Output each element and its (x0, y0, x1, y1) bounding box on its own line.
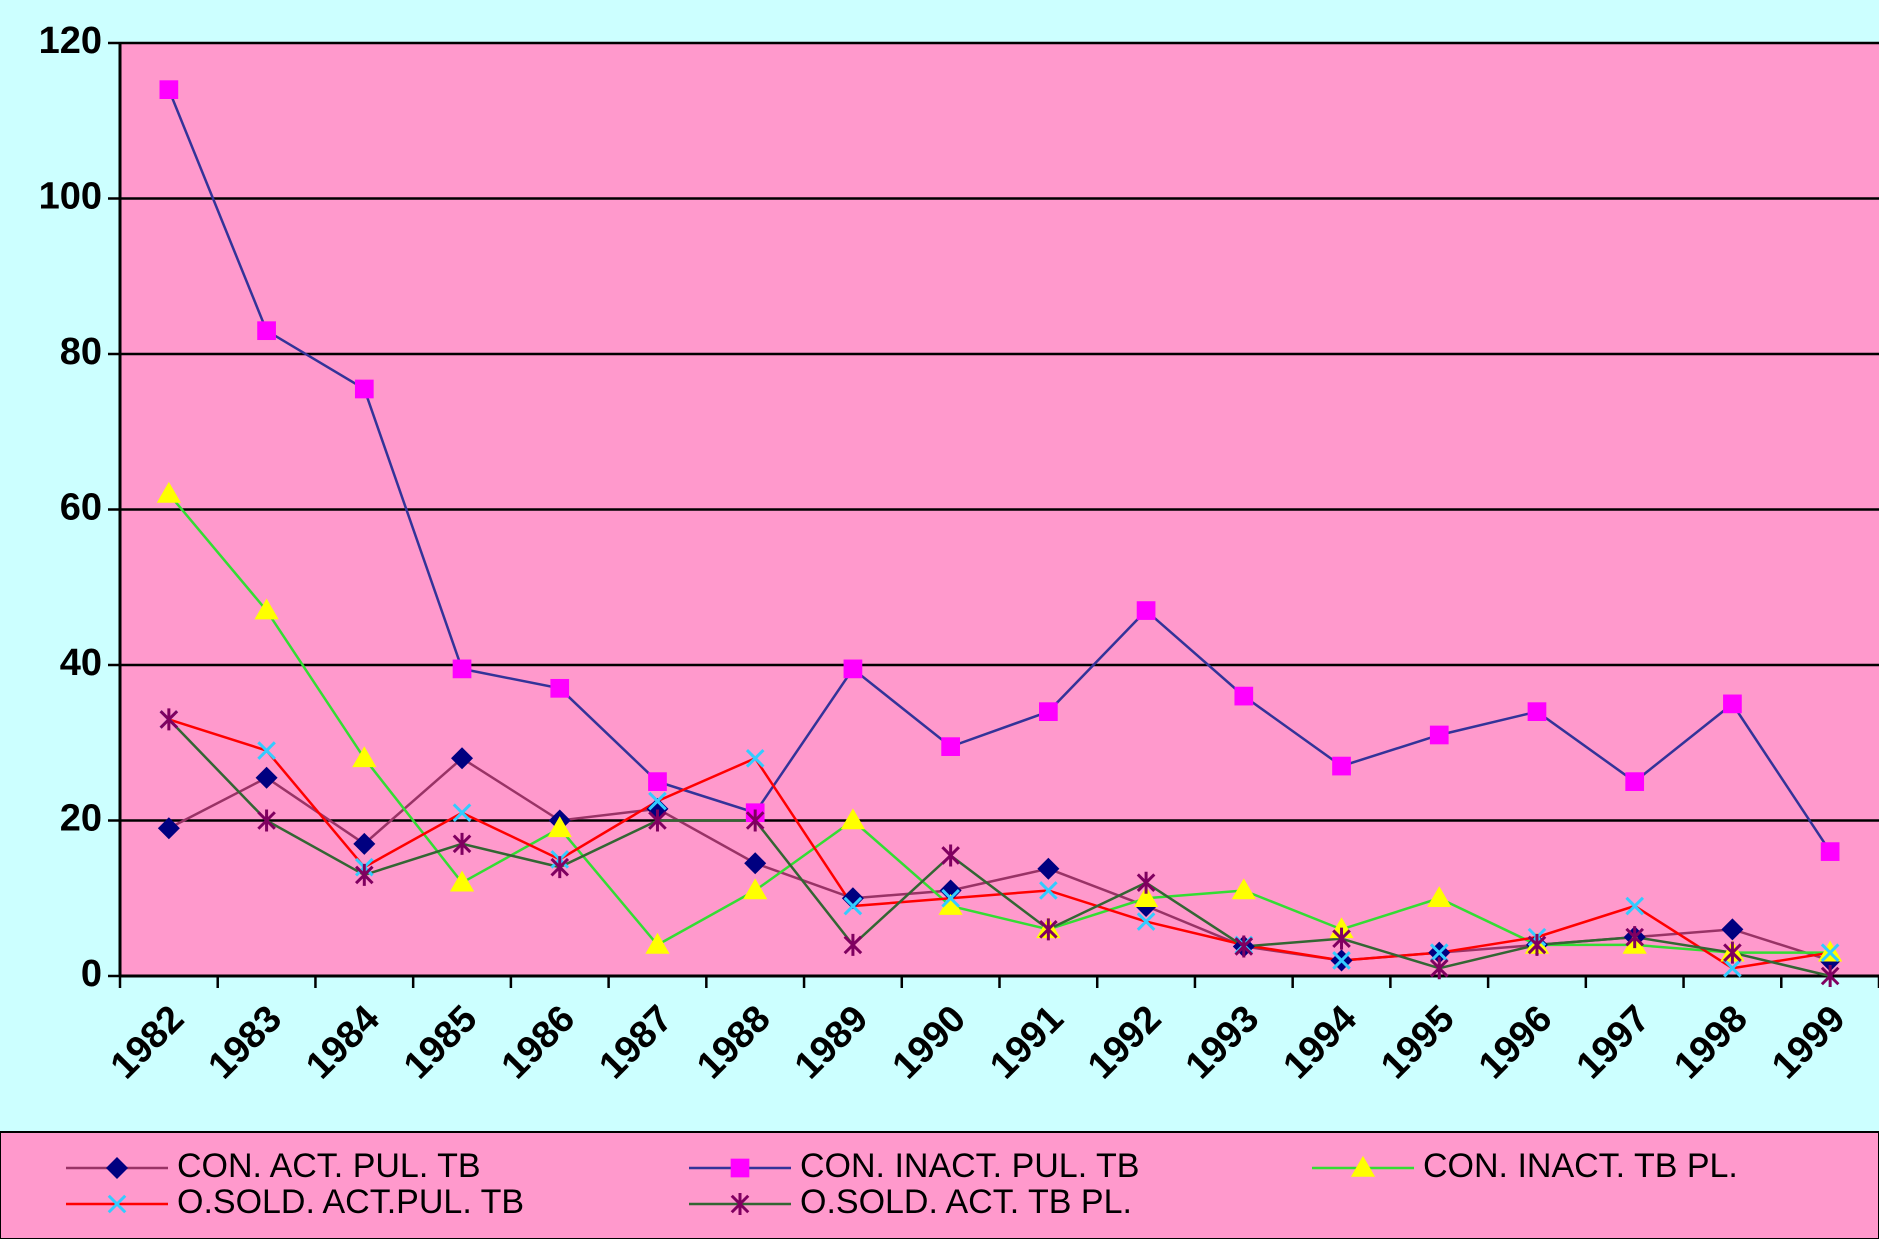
marker (451, 747, 474, 770)
marker (1039, 918, 1058, 941)
y-tick-label: 60 (60, 487, 102, 529)
marker (941, 844, 960, 867)
marker (159, 80, 179, 99)
marker (354, 863, 374, 886)
marker (1625, 772, 1645, 791)
marker (1820, 965, 1840, 987)
marker (1332, 951, 1351, 970)
marker (1136, 601, 1156, 620)
marker (1231, 878, 1256, 900)
series-line (167, 718, 1831, 978)
marker (1039, 881, 1058, 900)
marker (939, 879, 962, 902)
marker (843, 659, 863, 679)
legend-label: O.SOLD. ACT.PUL. TB (177, 1183, 524, 1221)
marker (745, 748, 765, 768)
y-tick-label: 0 (81, 953, 102, 995)
marker (550, 856, 570, 879)
marker (1527, 702, 1547, 721)
marker (1625, 926, 1645, 949)
series-line (167, 89, 1832, 853)
y-tick-label: 100 (39, 176, 102, 218)
marker (841, 887, 864, 910)
legend-label: O.SOLD. ACT. TB PL. (800, 1183, 1132, 1221)
legend-label: CON. INACT. TB PL. (1423, 1147, 1738, 1185)
marker (843, 933, 863, 956)
marker (1527, 933, 1547, 956)
legend-label: CON. INACT. PUL. TB (800, 1147, 1139, 1185)
marker (1136, 912, 1156, 931)
marker (744, 852, 767, 875)
marker (648, 772, 667, 791)
marker (452, 659, 472, 679)
marker (1332, 756, 1351, 776)
marker (1429, 943, 1449, 962)
marker (1723, 958, 1742, 978)
marker (157, 817, 180, 840)
marker (1136, 871, 1156, 894)
marker (452, 832, 472, 855)
marker (840, 808, 866, 830)
y-tick-label: 80 (60, 331, 102, 373)
marker (938, 893, 963, 915)
marker (745, 809, 765, 832)
marker (1039, 702, 1058, 721)
y-tick-label: 120 (39, 20, 102, 62)
marker (1234, 686, 1254, 706)
marker (1037, 857, 1060, 880)
marker (1133, 886, 1159, 908)
marker (645, 932, 670, 954)
marker (257, 321, 276, 341)
series-line (167, 493, 1831, 954)
marker (1625, 896, 1645, 916)
marker (730, 1193, 750, 1215)
marker (257, 809, 276, 832)
marker (353, 832, 376, 855)
marker (547, 816, 572, 838)
marker (1820, 943, 1840, 962)
marker (1332, 927, 1351, 950)
marker (255, 766, 278, 789)
marker (648, 791, 667, 811)
marker (354, 379, 374, 399)
marker (843, 896, 863, 916)
marker (730, 1158, 750, 1178)
marker (1820, 842, 1840, 861)
marker (648, 809, 667, 832)
marker (106, 1157, 128, 1179)
marker (352, 746, 377, 768)
marker (257, 741, 276, 760)
marker (941, 888, 960, 908)
marker (550, 678, 570, 698)
y-tick-label: 20 (60, 798, 102, 840)
marker (1429, 957, 1449, 980)
marker (1723, 694, 1742, 714)
marker (452, 803, 472, 823)
y-tick-label: 40 (60, 642, 102, 684)
marker (156, 481, 181, 503)
marker (159, 708, 179, 731)
marker (254, 598, 279, 620)
marker (1234, 935, 1254, 958)
marker (1427, 886, 1452, 908)
marker (743, 878, 768, 900)
series-line (168, 718, 1831, 970)
marker (1429, 725, 1449, 745)
marker (1350, 1155, 1376, 1177)
marker (1723, 941, 1742, 964)
marker (1721, 918, 1744, 941)
legend (0, 1131, 1879, 1239)
marker (941, 737, 960, 756)
marker (449, 870, 475, 892)
marker (107, 1194, 127, 1214)
legend-label: CON. ACT. PUL. TB (177, 1147, 481, 1185)
